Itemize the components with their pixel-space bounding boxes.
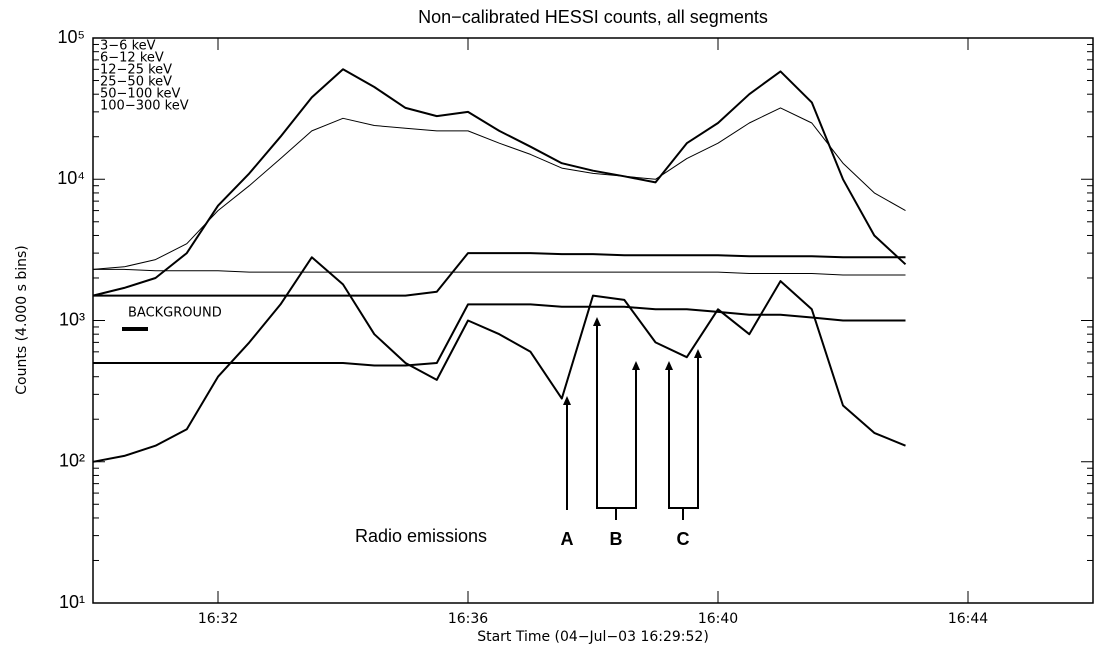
series-line: [93, 268, 906, 276]
plot-frame: [92, 37, 1094, 604]
arrow-head: [632, 361, 640, 370]
arrow-head: [563, 396, 571, 405]
x-tick-label: 16:44: [948, 611, 988, 627]
legend-entry: 25−50 keV: [100, 75, 172, 90]
chart-title: Non−calibrated HESSI counts, all segment…: [418, 7, 768, 27]
series-line: [92, 107, 906, 270]
arrow-b: [596, 323, 637, 520]
x-axis-label: Start Time (04−Jul−03 16:29:52): [477, 629, 709, 645]
annotation: Radio emissions: [355, 526, 487, 546]
legend-entry: 50−100 keV: [100, 87, 180, 102]
annotation: A: [561, 529, 574, 549]
x-tick-label: 16:32: [198, 611, 238, 627]
series-line: [92, 256, 906, 463]
x-tick-label: 16:36: [448, 611, 488, 627]
x-tick-label: 16:40: [698, 611, 738, 627]
arrow-heads: [563, 317, 702, 405]
legend-entry: 6−12 keV: [100, 51, 164, 66]
legend-entry: 3−6 keV: [100, 39, 156, 54]
arrows: [566, 323, 699, 520]
series-line: [92, 68, 907, 297]
arrow-c: [668, 355, 699, 520]
annotation: B: [610, 529, 623, 549]
legend-entry: 100−300 keV: [100, 99, 189, 114]
arrow-head: [694, 349, 702, 358]
annotation: BACKGROUND: [128, 306, 222, 321]
series-line: [93, 252, 906, 297]
legend-entry: 12−25 keV: [100, 63, 172, 78]
arrow-head: [593, 317, 601, 326]
y-tick-label: 10²: [59, 451, 85, 471]
y-tick-label: 10³: [59, 309, 85, 329]
y-tick-label: 10⁵: [58, 27, 85, 47]
series-line: [93, 303, 906, 367]
y-tick-label: 10⁴: [57, 168, 85, 188]
arrow-head: [665, 361, 673, 370]
y-axis-label: Counts (4.000 s bins): [14, 245, 30, 394]
y-tick-label: 10¹: [59, 592, 85, 612]
annotation: C: [677, 529, 690, 549]
